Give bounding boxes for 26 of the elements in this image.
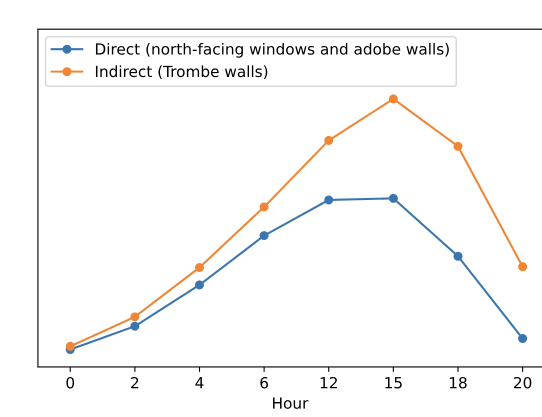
point bbox=[453, 142, 463, 151]
point bbox=[324, 136, 334, 145]
point bbox=[453, 252, 463, 261]
legend-label: Indirect (Trombe walls) bbox=[96, 65, 268, 79]
point bbox=[260, 231, 269, 240]
point bbox=[388, 194, 398, 203]
point bbox=[324, 195, 334, 204]
x-tick-label: 15 bbox=[385, 377, 402, 389]
x-axis-title: Hour bbox=[273, 397, 308, 409]
point bbox=[130, 322, 140, 331]
x-tick-label: 0 bbox=[66, 376, 74, 389]
point bbox=[260, 202, 269, 212]
x-tick-label: 20 bbox=[514, 376, 532, 389]
point bbox=[194, 280, 204, 290]
legend-label: Direct (north-facing windows and adobe walls) bbox=[96, 42, 449, 58]
point bbox=[66, 342, 75, 351]
point bbox=[194, 262, 204, 272]
x-tick-label: 6 bbox=[260, 376, 268, 389]
x-tick-label: 2 bbox=[131, 376, 138, 388]
x-tick-label: 12 bbox=[320, 376, 337, 388]
x-tick-label: 4 bbox=[195, 377, 204, 388]
x-tick-label: 18 bbox=[450, 376, 467, 389]
point bbox=[518, 262, 528, 272]
point bbox=[518, 334, 528, 344]
point bbox=[388, 94, 398, 104]
point bbox=[130, 312, 140, 322]
